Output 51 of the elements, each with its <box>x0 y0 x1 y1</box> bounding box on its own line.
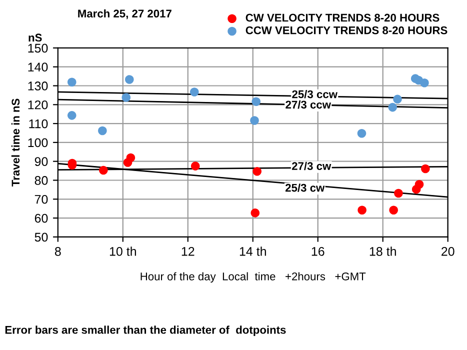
x-tick-label: 16 <box>312 247 324 256</box>
y-tick-label: 70 <box>34 194 48 204</box>
y-axis-title: Travel time in nS <box>11 98 20 186</box>
point <box>67 78 76 87</box>
x-axis-title: Hour of the day Local time +2hours +GMT <box>140 272 366 283</box>
point <box>122 93 131 102</box>
point <box>389 206 398 215</box>
point <box>67 111 76 120</box>
point <box>414 180 424 189</box>
y-tick-label: 140 <box>28 62 48 72</box>
point <box>250 208 260 218</box>
chart-title: March 25, 27 2017 <box>78 9 172 20</box>
annotation: 25/3 cw <box>285 184 325 192</box>
legend-label: CW VELOCITY TRENDS 8-20 HOURS <box>246 14 440 22</box>
point <box>250 116 259 125</box>
point <box>420 78 429 88</box>
point <box>252 166 262 176</box>
point <box>99 166 108 175</box>
point <box>388 102 398 112</box>
text: Error bars are smaller than the diameter of dotpoints <box>5 326 286 336</box>
point <box>252 97 261 106</box>
legend-label: CCW VELOCITY TRENDS 8-20 HOURS <box>246 26 448 34</box>
y-tick-label: 120 <box>28 100 48 110</box>
point <box>393 94 402 104</box>
annotation: 25/3 ccw <box>292 90 338 98</box>
annotation: 27/3 ccw <box>286 100 332 109</box>
text: nS <box>28 34 42 42</box>
x-tick-label: 8 <box>54 247 61 256</box>
point <box>190 88 199 96</box>
annotation: 27/3 cw <box>292 162 332 170</box>
x-tick-label: 18 th <box>370 246 396 256</box>
point <box>357 128 366 138</box>
y-tick-label: 130 <box>28 82 48 90</box>
x-tick-label: 20 <box>442 247 454 256</box>
point <box>126 153 136 162</box>
point <box>358 206 366 215</box>
point <box>394 188 403 198</box>
point <box>98 126 107 136</box>
y-tick-label: 150 <box>28 44 48 53</box>
y-tick-label: 90 <box>34 157 48 166</box>
point <box>421 164 430 174</box>
y-tick-label: 100 <box>28 138 48 148</box>
x-tick-label: 14 th <box>240 246 266 256</box>
point <box>125 75 134 84</box>
x-tick-label: 10 th <box>110 246 136 256</box>
y-tick-label: 80 <box>34 176 48 185</box>
y-tick-label: 110 <box>29 119 48 128</box>
y-tick-label: 50 <box>34 232 48 242</box>
y-tick-label: 60 <box>34 214 48 223</box>
point <box>190 162 200 170</box>
x-tick-label: 12 <box>182 247 194 256</box>
